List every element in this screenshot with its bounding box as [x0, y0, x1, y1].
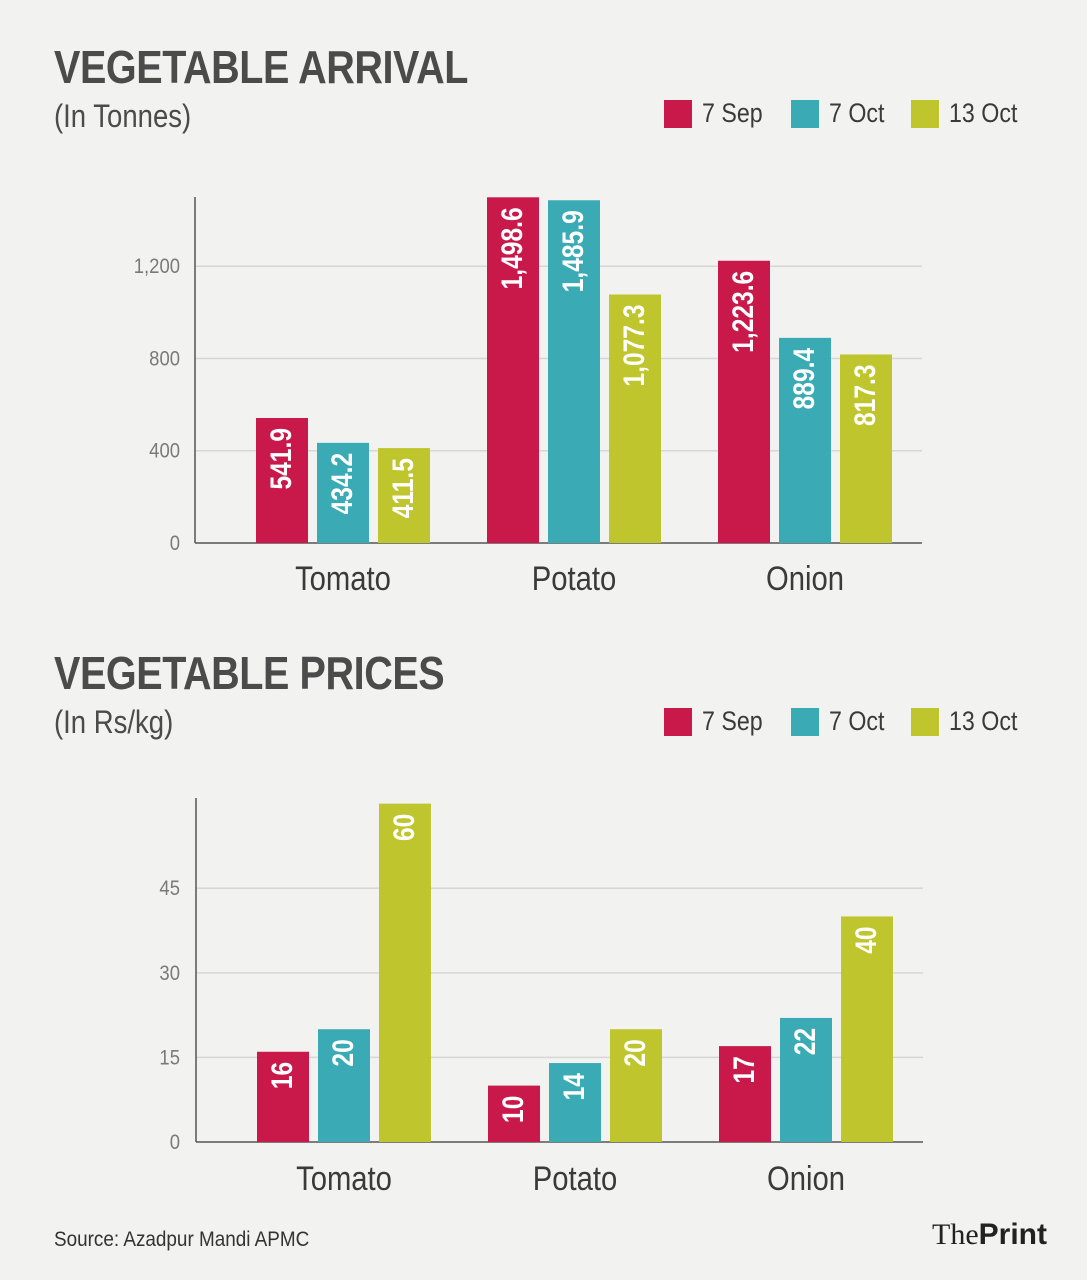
bar-potato-7-sep	[487, 197, 539, 543]
legend-item-13-oct: 13 Oct	[911, 706, 1029, 737]
legend-label-7-sep: 7 Sep	[702, 98, 764, 128]
legend-swatch-13-oct	[911, 707, 940, 736]
bar-tomato-7-oct	[318, 1029, 370, 1142]
bar-tomato-7-oct	[317, 442, 369, 543]
arrival-chart-title: VEGETABLE ARRIVAL	[54, 41, 468, 93]
y-tick-label: 0	[170, 532, 180, 555]
bar-onion-13-oct	[840, 354, 892, 543]
bar-value-label: 17	[727, 1056, 761, 1083]
bar-tomato-7-sep	[257, 1051, 309, 1142]
legend-swatch-7-sep	[664, 707, 693, 736]
bar-value-label: 817.3	[848, 364, 882, 426]
legend-item-7-sep: 7 Sep	[664, 98, 773, 129]
category-label-potato: Potato	[532, 559, 616, 598]
prices-chart-title: VEGETABLE PRICES	[54, 647, 445, 699]
bar-onion-7-sep	[718, 260, 770, 543]
legend-item-7-sep: 7 Sep	[664, 706, 773, 737]
prices-chart-plot: 0 15 30 45 16 10 17 20 14 22 60 20 40 Tomato Potato Oni…	[159, 798, 923, 1198]
bar-onion-7-oct	[780, 1017, 832, 1142]
bar-value-label: 40	[849, 926, 883, 953]
bar-potato-13-oct	[609, 294, 661, 543]
source-note: Source: Azadpur Mandi APMC	[54, 1228, 310, 1251]
bar-value-label: 14	[557, 1072, 591, 1100]
bar-tomato-13-oct	[379, 803, 431, 1142]
bar-onion-7-oct	[779, 337, 831, 543]
prices-chart-subtitle: (In Rs/kg)	[54, 704, 174, 740]
legend-item-7-oct: 7 Oct	[790, 706, 894, 737]
legend-label-13-oct: 13 Oct	[949, 98, 1018, 128]
legend-swatch-7-oct	[790, 707, 819, 736]
y-tick-label: 45	[159, 877, 180, 900]
bar-value-label: 411.5	[386, 458, 420, 518]
legend-label-7-sep: 7 Sep	[702, 706, 764, 736]
bar-potato-7-sep	[488, 1085, 540, 1142]
bar-value-label: 1,077.3	[617, 305, 651, 387]
bar-tomato-7-sep	[256, 418, 308, 543]
legend-item-7-oct: 7 Oct	[790, 98, 894, 129]
bar-value-label: 434.2	[325, 453, 359, 515]
bar-value-label: 541.9	[264, 428, 298, 490]
bar-value-label: 20	[326, 1039, 360, 1066]
bar-value-label: 60	[387, 814, 421, 841]
y-tick-label: 1,200	[134, 255, 180, 278]
y-tick-label: 30	[159, 962, 180, 985]
bar-value-label: 1,485.9	[556, 210, 590, 292]
bar-onion-13-oct	[841, 916, 893, 1142]
prices-chart-panel: 0 15 30 45 16 10 17 20 14 22 60 20 40 Tomato Potato Oni…	[0, 630, 1087, 1220]
y-tick-label: 800	[149, 347, 180, 370]
prices-legend: 7 Sep 7 Oct 13 Oct	[664, 706, 1029, 737]
theprint-logo: ThePrint	[932, 1218, 1047, 1252]
legend-label-7-oct: 7 Oct	[828, 98, 885, 128]
bar-potato-13-oct	[610, 1029, 662, 1142]
arrival-chart-plot: 0 400 800 1,200 541.9 1,498.6 1,223.6 434.2 1,48…	[134, 197, 922, 598]
bar-value-label: 16	[265, 1062, 299, 1089]
bar-value-label: 20	[618, 1039, 652, 1066]
brand-print: Print	[978, 1218, 1047, 1251]
arrival-chart-panel: 0 400 800 1,200 541.9 1,498.6 1,223.6 434.2 1,48…	[0, 0, 1087, 620]
brand-the: The	[932, 1218, 979, 1251]
legend-item-13-oct: 13 Oct	[911, 98, 1029, 129]
bar-value-label: 10	[496, 1096, 530, 1123]
bar-potato-7-oct	[548, 200, 600, 544]
arrival-chart-subtitle: (In Tonnes)	[54, 98, 192, 134]
arrival-legend: 7 Sep 7 Oct 13 Oct	[664, 98, 1029, 129]
legend-swatch-7-sep	[664, 99, 693, 128]
y-tick-label: 0	[170, 1131, 180, 1154]
category-label-potato: Potato	[533, 1159, 617, 1198]
category-label-tomato: Tomato	[295, 559, 391, 598]
y-tick-label: 400	[149, 440, 180, 463]
category-label-onion: Onion	[766, 559, 844, 598]
bar-potato-7-oct	[549, 1063, 601, 1142]
bar-tomato-13-oct	[378, 448, 430, 543]
bar-value-label: 889.4	[787, 347, 821, 409]
y-tick-label: 15	[159, 1046, 180, 1069]
bar-value-label: 22	[788, 1028, 822, 1055]
legend-swatch-7-oct	[790, 99, 819, 128]
category-label-onion: Onion	[767, 1159, 845, 1198]
legend-label-13-oct: 13 Oct	[949, 706, 1018, 736]
bar-value-label: 1,223.6	[726, 271, 760, 353]
category-label-tomato: Tomato	[296, 1159, 392, 1198]
legend-label-7-oct: 7 Oct	[828, 706, 885, 736]
legend-swatch-13-oct	[911, 99, 940, 128]
bar-onion-7-sep	[719, 1046, 771, 1142]
bar-value-label: 1,498.6	[495, 207, 529, 289]
